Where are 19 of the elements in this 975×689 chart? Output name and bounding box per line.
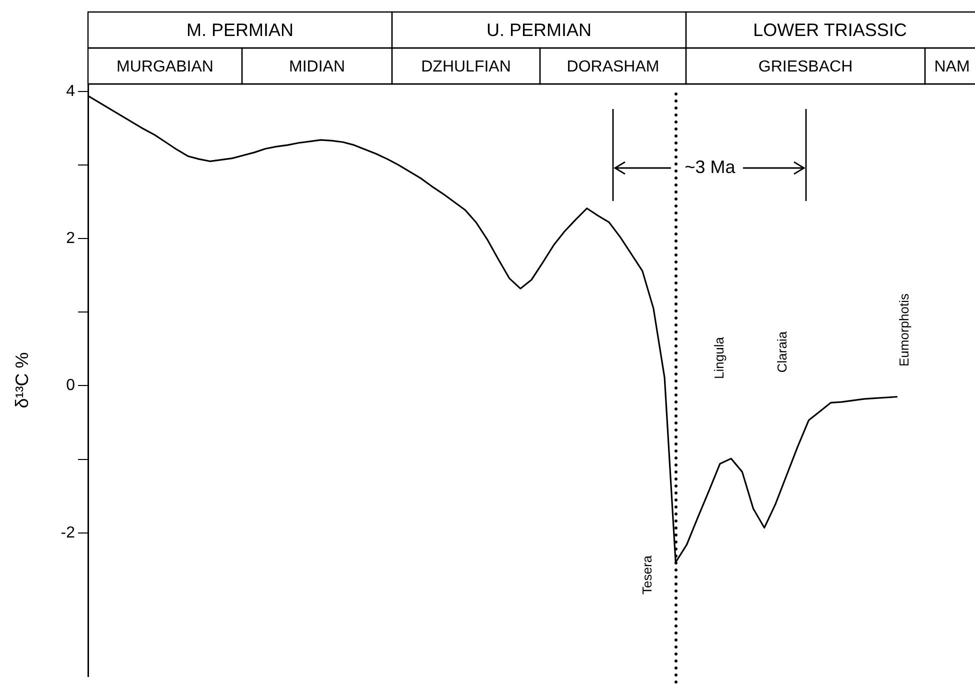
text: DZHULFIAN (421, 58, 511, 76)
y-axis-title: δ¹³C % (12, 352, 32, 408)
y-tick-label: 4 (66, 82, 76, 100)
annotation: Claraia (774, 330, 790, 373)
text: U. PERMIAN (486, 20, 592, 40)
annotation: Tesera (640, 554, 655, 595)
text: NAM (934, 58, 970, 76)
y-tick-label: 0 (66, 377, 76, 394)
y-tick-label: -2 (60, 524, 76, 542)
annotation: Eumorphotis (896, 293, 912, 366)
text: LOWER TRIASSIC (753, 20, 907, 40)
y-tick-label: 2 (66, 230, 76, 247)
annotation: ~3 Ma (684, 156, 736, 177)
text: MIDIAN (289, 58, 345, 76)
text: DORASHAM (566, 58, 660, 76)
text: MURGABIAN (116, 58, 214, 76)
annotation: Lingula (712, 336, 727, 379)
text: M. PERMIAN (186, 20, 294, 40)
text: GRIESBACH (758, 58, 853, 76)
